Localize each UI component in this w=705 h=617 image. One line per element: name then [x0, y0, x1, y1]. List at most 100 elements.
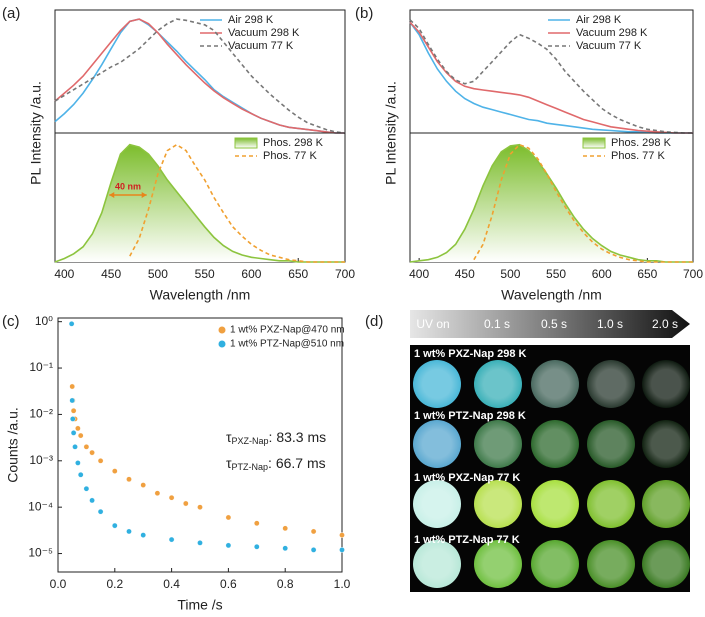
annotation-text: : 66.7 ms [268, 455, 326, 471]
data-point [197, 540, 203, 546]
annotation: 40 nm [115, 181, 141, 191]
legend-label: Phos. 77 K [263, 150, 317, 162]
data-point [282, 545, 289, 552]
legend-label: Phos. 298 K [263, 137, 324, 149]
line [54, 18, 345, 134]
line [409, 21, 693, 134]
legend-label: 1 wt% PTZ-Nap@510 nm [230, 339, 344, 350]
data-point [253, 520, 260, 527]
x-tick-label: 400 [54, 267, 74, 281]
data-point [282, 525, 289, 532]
legend-label: Phos. 298 K [611, 137, 672, 149]
legend-label: 1 wt% PXZ-Nap@470 nm [230, 325, 345, 336]
photo-glow [474, 420, 522, 468]
legend-label: Air 298 K [228, 14, 274, 26]
photo-glow [642, 480, 690, 528]
annotation-subscript: PXZ-Nap [232, 436, 269, 446]
data-point [140, 532, 146, 538]
row-label: 1 wt% PXZ-Nap 298 K [414, 348, 527, 360]
legend-label: Vacuum 298 K [228, 27, 300, 39]
data-point [140, 482, 146, 488]
panel-label: (b) [355, 5, 373, 22]
photo-glow [413, 420, 461, 468]
y-tick-label: 10⁻² [29, 407, 53, 421]
annotation: τPXZ-Nap: 83.3 ms [226, 429, 326, 447]
data-point [310, 528, 317, 535]
x-tick-label: 0.8 [277, 577, 294, 591]
timeline-arrow [410, 310, 690, 338]
annotation-subscript: PTZ-Nap [232, 462, 269, 472]
line [129, 143, 345, 263]
data-point [70, 430, 77, 436]
y-axis-label: PL Intensity /a.u. [28, 81, 44, 185]
plot-frame [409, 9, 694, 134]
photo-glow [531, 480, 579, 528]
line [409, 19, 693, 134]
x-tick-label: 500 [148, 267, 168, 281]
data-point [126, 528, 132, 535]
x-tick-label: 550 [546, 267, 566, 281]
photo-glow [413, 480, 461, 528]
data-point [168, 494, 175, 501]
data-point [225, 542, 232, 549]
timeline-label: UV on [416, 317, 449, 331]
data-point [69, 383, 75, 390]
row-label: 1 wt% PXZ-Nap 77 K [414, 472, 520, 484]
data-point [97, 457, 104, 464]
y-tick-label: 10⁻³ [29, 453, 53, 467]
y-tick-label: 10⁻⁵ [28, 546, 53, 560]
line [409, 21, 693, 134]
photo-glow [413, 540, 461, 588]
panel-label: (a) [2, 5, 20, 22]
data-point [89, 449, 95, 456]
data-point [197, 504, 203, 510]
data-point [75, 460, 81, 466]
x-tick-label: 0.2 [106, 577, 123, 591]
data-point [77, 471, 84, 478]
data-point [112, 468, 118, 474]
photo-glow [587, 480, 635, 528]
line [473, 143, 693, 263]
legend-swatch [582, 137, 606, 149]
x-tick-label: 400 [409, 267, 429, 281]
y-tick-label: 10⁰ [35, 314, 53, 328]
panel-label: (c) [2, 313, 20, 330]
annotation-text: : 83.3 ms [269, 429, 327, 445]
annotation: τPTZ-Nap: 66.7 ms [226, 455, 326, 473]
x-tick-label: 0.6 [220, 577, 237, 591]
line [54, 18, 346, 134]
plot-frame [54, 9, 346, 134]
data-point [69, 397, 75, 404]
data-point [154, 490, 161, 497]
y-tick-label: 10⁻⁴ [28, 499, 53, 513]
x-tick-label: 450 [455, 267, 475, 281]
x-tick-label: 0.4 [163, 577, 180, 591]
x-tick-label: 650 [288, 267, 308, 281]
plot-frame [57, 317, 343, 573]
data-point [70, 407, 77, 414]
line [409, 143, 693, 263]
data-point [83, 485, 90, 492]
x-tick-label: 450 [101, 267, 121, 281]
timeline-label: 0.1 s [484, 317, 510, 331]
x-tick-label: 1.0 [334, 577, 351, 591]
data-point [225, 514, 232, 521]
photo-glow [474, 540, 522, 588]
data-point [339, 547, 345, 553]
photo-glow [642, 540, 690, 588]
annotation-symbol: τ [226, 429, 232, 445]
data-point [69, 416, 76, 422]
photo-glow [474, 480, 522, 528]
data-point [339, 532, 345, 538]
x-tick-label: 700 [683, 267, 703, 281]
legend-marker [218, 326, 226, 334]
annotation-symbol: τ [226, 455, 232, 471]
row-label: 1 wt% PTZ-Nap 77 K [414, 534, 520, 546]
legend-swatch [234, 137, 258, 149]
line [54, 143, 345, 263]
photo-glow [531, 540, 579, 588]
x-tick-label: 550 [195, 267, 215, 281]
data-point [77, 432, 84, 439]
data-point [112, 522, 118, 529]
data-point [89, 497, 95, 504]
